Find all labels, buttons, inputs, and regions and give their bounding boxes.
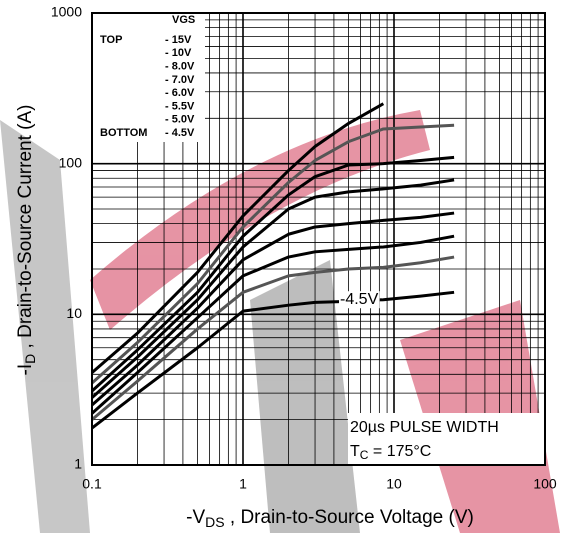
legend-entry: - 10V <box>165 47 192 59</box>
lines <box>90 102 455 430</box>
note-box <box>348 413 544 464</box>
y-axis-label: -ID , Drain-to-Source Current (A) <box>15 105 38 376</box>
legend-entry: - 5.0V <box>165 114 195 126</box>
x-label-sub: DS <box>205 514 224 530</box>
y-tick-label: 10 <box>66 305 82 321</box>
note-temp-part: = 175°C <box>368 443 431 460</box>
legend-entry: - 7.0V <box>165 74 195 86</box>
y-label-part: -I <box>15 364 36 376</box>
series-line <box>91 290 455 430</box>
x-label-part: , Drain-to-Source Voltage (V) <box>225 507 474 528</box>
note-temp-part: T <box>350 443 360 460</box>
note-pulse: 20µs PULSE WIDTH <box>350 419 499 436</box>
legend-box <box>93 14 205 142</box>
series-line <box>90 155 455 393</box>
series-line <box>90 234 455 415</box>
note-temp: TC = 175°C <box>350 443 431 462</box>
note-temp-sub: C <box>360 448 369 462</box>
legend-entry: - 5.5V <box>165 100 195 112</box>
x-tick-label: 1 <box>239 476 247 492</box>
series-line <box>91 255 455 421</box>
x-axis-label: -VDS , Drain-to-Source Voltage (V) <box>186 507 474 530</box>
y-tick-label: 1 <box>74 456 82 472</box>
x-label-part: -V <box>186 507 205 528</box>
y-tick-label: 1000 <box>51 4 82 20</box>
y-label-sub: D <box>22 354 38 364</box>
x-tick-label: 100 <box>533 476 557 492</box>
series-line <box>91 102 385 374</box>
y-label-part: , Drain-to-Source Current (A) <box>15 105 36 354</box>
series-line <box>91 211 455 407</box>
legend-entry: - 6.0V <box>165 87 195 99</box>
plot-frame <box>91 12 546 466</box>
legend-entry: - 15V <box>165 34 192 46</box>
x-tick-label: 10 <box>386 476 402 492</box>
legend-entry: - 8.0V <box>165 61 195 73</box>
y-tick-label: 100 <box>59 154 83 170</box>
legend-entry: - 4.5V <box>165 127 195 139</box>
legend-top: TOP <box>100 34 122 46</box>
annotation-bg <box>339 291 380 309</box>
x-tick-label: 0.1 <box>82 476 102 492</box>
legend-bottom: BOTTOM <box>100 127 147 139</box>
series-line <box>91 123 455 385</box>
series-line <box>91 178 455 399</box>
legend-title: VGS <box>172 14 195 26</box>
annotation: -4.5V <box>340 291 379 308</box>
